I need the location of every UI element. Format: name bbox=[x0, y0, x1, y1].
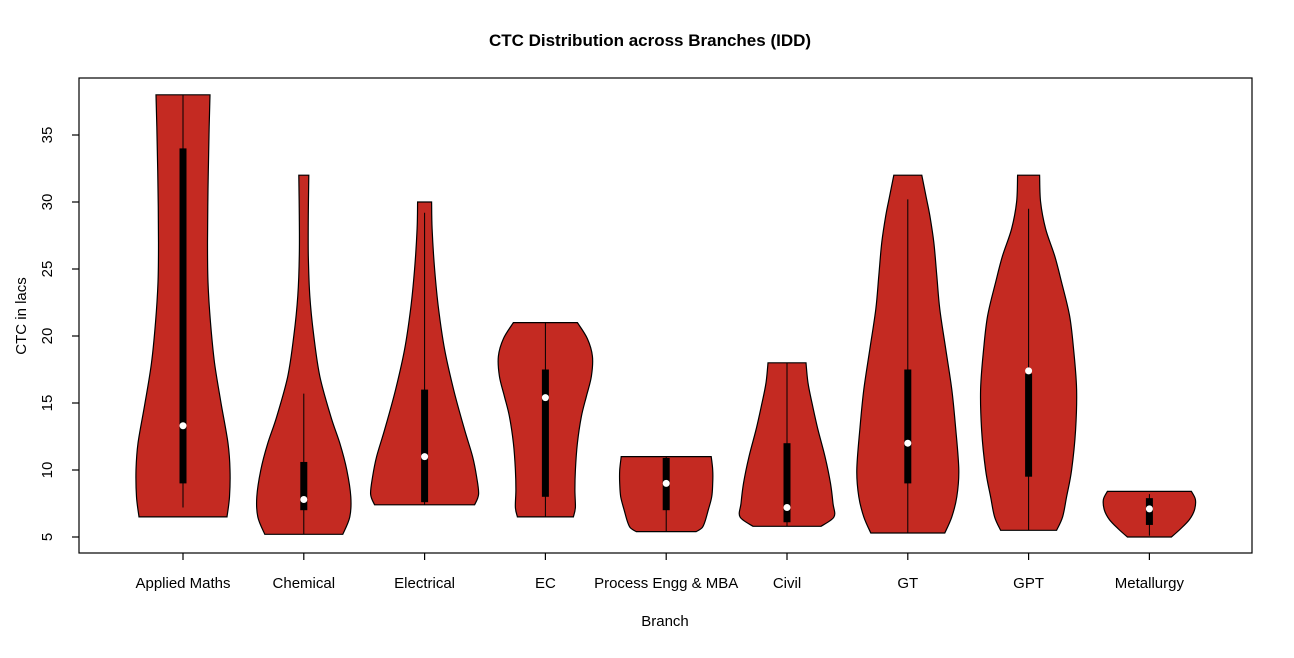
median-dot bbox=[300, 495, 308, 503]
y-tick-label: 15 bbox=[39, 395, 56, 412]
x-axis-title: Branch bbox=[641, 613, 689, 630]
iqr-box bbox=[179, 148, 187, 484]
median-dot bbox=[179, 422, 187, 430]
median-dot bbox=[1145, 505, 1153, 513]
x-tick-label: Metallurgy bbox=[1115, 575, 1185, 592]
median-dot bbox=[904, 439, 912, 447]
iqr-box bbox=[783, 443, 791, 523]
median-dot bbox=[662, 479, 670, 487]
y-tick-label: 30 bbox=[39, 194, 56, 211]
iqr-box bbox=[421, 389, 429, 503]
iqr-box bbox=[300, 461, 308, 511]
x-tick-label: GT bbox=[897, 575, 918, 592]
y-tick-label: 25 bbox=[39, 261, 56, 278]
y-tick-label: 35 bbox=[39, 127, 56, 144]
median-dot bbox=[541, 394, 549, 402]
y-tick-label: 5 bbox=[39, 533, 56, 541]
y-axis-title: CTC in lacs bbox=[13, 277, 30, 355]
chart-layer: 5 10 15 20 25 30 35 Applied Maths Chemical Electr… bbox=[39, 77, 1253, 592]
x-tick-label: Chemical bbox=[273, 575, 336, 592]
median-dot bbox=[783, 504, 791, 512]
x-tick-label: Civil bbox=[773, 575, 801, 592]
iqr-box bbox=[904, 369, 912, 484]
x-tick-label: Electrical bbox=[394, 575, 455, 592]
x-tick-label: Process Engg & MBA bbox=[594, 575, 738, 592]
y-tick-label: 10 bbox=[39, 462, 56, 479]
x-tick-label: Applied Maths bbox=[135, 575, 230, 592]
violin-chemical bbox=[255, 174, 352, 535]
x-tick-label: GPT bbox=[1013, 575, 1044, 592]
median-dot bbox=[421, 453, 429, 461]
y-tick-label: 20 bbox=[39, 328, 56, 345]
x-tick-label: EC bbox=[535, 575, 556, 592]
median-dot bbox=[1025, 367, 1033, 375]
chart-title: CTC Distribution across Branches (IDD) bbox=[489, 31, 811, 50]
iqr-box bbox=[541, 369, 549, 497]
iqr-box bbox=[1025, 373, 1033, 477]
plot-border bbox=[78, 77, 1253, 554]
